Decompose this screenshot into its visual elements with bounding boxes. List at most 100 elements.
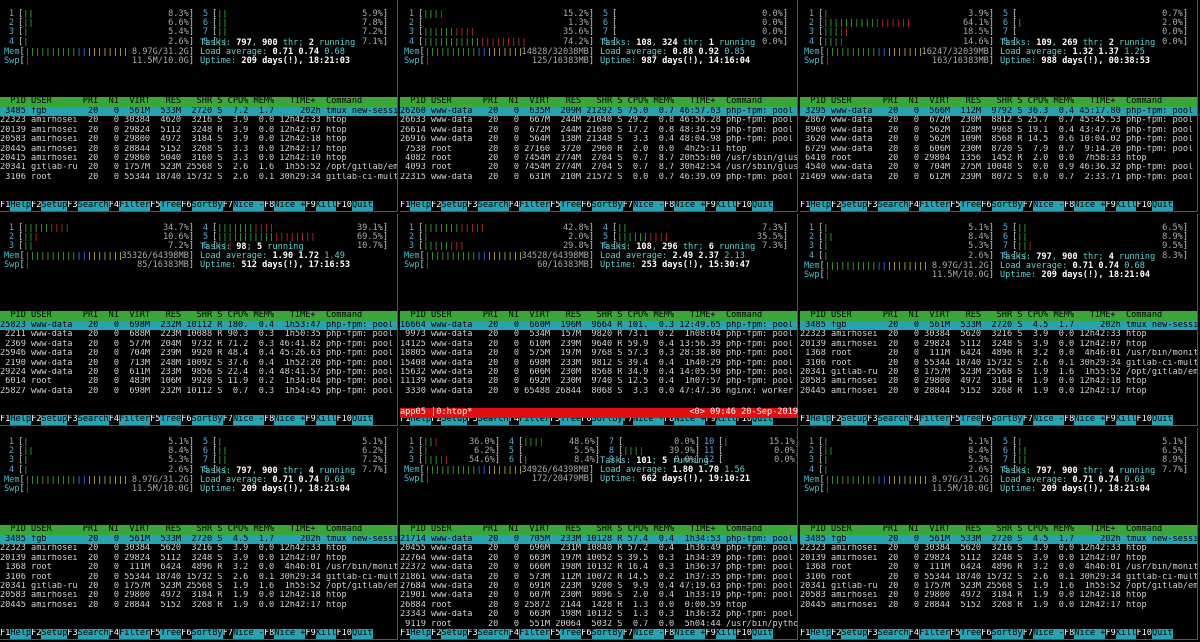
process-row[interactable]: 1368 root 20 0 111M 6424 4896 R 3.2 0.0 … [800, 349, 1198, 359]
process-row[interactable]: 26633 www-data 20 0 667M 244M 21040 S 29… [400, 116, 798, 126]
fkey-label[interactable]: Filter [519, 629, 551, 639]
fkey-label[interactable]: Filter [519, 415, 551, 425]
fkey-f8[interactable]: F8 [1063, 201, 1075, 211]
fkey-f1[interactable]: F1 [0, 201, 11, 211]
fkey-label[interactable]: Tree [960, 415, 982, 425]
fkey-label[interactable]: Nice - [632, 201, 664, 211]
fkey-label[interactable]: Help [10, 201, 32, 211]
fkey-f7[interactable]: F7 [1022, 201, 1033, 211]
fkey-label[interactable]: Tree [160, 415, 182, 425]
fkey-f2[interactable]: F2 [831, 415, 842, 425]
fkey-f4[interactable]: F4 [908, 415, 920, 425]
fkey-f4[interactable]: F4 [108, 415, 120, 425]
fkey-f10[interactable]: F10 [736, 629, 752, 639]
process-row[interactable]: 25827 www-data 20 0 698M 232M 10112 S 0.… [0, 386, 398, 396]
fkey-label[interactable]: Nice + [274, 415, 306, 425]
fkey-label[interactable]: Quit [351, 201, 373, 211]
fkey-label[interactable]: SortBy [991, 415, 1023, 425]
fkey-label[interactable]: SortBy [191, 201, 223, 211]
fkey-f10[interactable]: F10 [736, 415, 752, 425]
fkey-f3[interactable]: F3 [467, 415, 478, 425]
fkey-label[interactable]: Tree [560, 201, 582, 211]
htop-pane[interactable]: 1[||||||| ||||| 42.8%] 2[| 2.0%] 3[||||| |||… [400, 214, 798, 426]
fkey-f1[interactable]: F1 [800, 415, 811, 425]
process-row[interactable]: 20445 amirhosei 20 0 28844 5152 3268 S 3… [0, 144, 347, 154]
fkey-label[interactable]: Filter [919, 415, 951, 425]
process-row[interactable]: 3485 fgb 20 0 561M 533M 2720 S 4.5 1.7 2… [800, 321, 1198, 331]
fkey-label[interactable]: Filter [519, 201, 551, 211]
fkey-f9[interactable]: F9 [1105, 415, 1116, 425]
fkey-label[interactable]: Search [477, 629, 509, 639]
fkey-f8[interactable]: F8 [263, 415, 275, 425]
process-row[interactable]: 6014 root 20 0 483M 106M 9920 S 11.9 0.2… [0, 377, 398, 387]
fkey-f2[interactable]: F2 [31, 415, 42, 425]
fkey-f1[interactable]: F1 [400, 201, 411, 211]
htop-pane[interactable]: 1[| 5.1%] 2[|| 8.4%] 3[| 5.3%] 4[| 2.6%] 5[|… [800, 214, 1198, 426]
process-row[interactable]: 23343 www-data 20 0 663M 198M 10132 S 1.… [400, 610, 798, 620]
process-row[interactable]: 25823 www-data 20 0 698M 232M 10112 R 18… [0, 321, 398, 331]
fkey-f2[interactable]: F2 [431, 629, 442, 639]
process-row[interactable]: 20583 amirhosei 20 0 29800 4972 3184 R 1… [800, 591, 1147, 601]
fkey-f3[interactable]: F3 [867, 415, 878, 425]
fkey-label[interactable]: Help [410, 629, 432, 639]
fkey-f1[interactable]: F1 [0, 629, 11, 639]
fkey-f8[interactable]: F8 [1063, 415, 1075, 425]
fkey-f6[interactable]: F6 [981, 415, 992, 425]
fkey-f10[interactable]: F10 [736, 201, 752, 211]
process-row[interactable]: 21861 www-data 20 0 573M 112M 10072 R 14… [400, 572, 798, 582]
fkey-label[interactable]: Quit [351, 629, 373, 639]
fkey-label[interactable]: Quit [751, 415, 773, 425]
fkey-label[interactable]: Nice + [274, 629, 306, 639]
fkey-label[interactable]: SortBy [191, 629, 223, 639]
fkey-label[interactable]: Filter [919, 629, 951, 639]
fkey-label[interactable]: Tree [960, 629, 982, 639]
fkey-label[interactable]: Nice - [632, 415, 664, 425]
fkey-label[interactable]: Help [10, 629, 32, 639]
process-row[interactable]: 22372 www-data 20 0 666M 198M 10132 R 16… [400, 563, 798, 573]
fkey-label[interactable]: Setup [441, 201, 468, 211]
fkey-f10[interactable]: F10 [336, 629, 352, 639]
fkey-f7[interactable]: F7 [622, 415, 633, 425]
fkey-label[interactable]: Nice + [674, 415, 706, 425]
fkey-label[interactable]: Filter [919, 201, 951, 211]
fkey-label[interactable]: Nice - [232, 201, 264, 211]
fkey-label[interactable]: Nice - [1032, 415, 1064, 425]
fkey-f8[interactable]: F8 [1063, 629, 1075, 639]
process-row[interactable]: 20583 amirhosei 20 0 29800 4972 3184 R 1… [0, 591, 347, 601]
process-row[interactable]: 25946 www-data 20 0 704M 239M 9920 R 48.… [0, 349, 398, 359]
fkey-label[interactable]: Setup [441, 629, 468, 639]
process-row[interactable]: 20341 gitlab-ru 20 0 1757M 523M 25568 S … [800, 581, 1198, 591]
fkey-label[interactable]: Nice - [232, 415, 264, 425]
fkey-label[interactable]: Tree [560, 415, 582, 425]
fkey-f6[interactable]: F6 [981, 629, 992, 639]
fkey-label[interactable]: Quit [1151, 629, 1173, 639]
fkey-f3[interactable]: F3 [67, 201, 78, 211]
fkey-label[interactable]: Kill [315, 415, 337, 425]
htop-pane[interactable]: 1[| 3.9%] 2[|||||||||| ||||||| 64.1%] 3[|||… [800, 0, 1198, 212]
process-header[interactable]: PID USER PRI NI VIRT RES SHR S CPU% MEM%… [400, 311, 797, 321]
process-row[interactable]: 16664 www-data 20 0 660M 196M 9664 R 101… [400, 321, 798, 331]
process-row[interactable]: 2190 www-data 20 0 713M 248M 10092 S 37.… [0, 358, 398, 368]
process-row[interactable]: 21469 www-data 20 0 612M 239M 8072 S 0.0… [800, 172, 1198, 182]
fkey-f3[interactable]: F3 [867, 629, 878, 639]
fkey-f7[interactable]: F7 [622, 201, 633, 211]
fkey-label[interactable]: SortBy [991, 629, 1023, 639]
fkey-label[interactable]: Quit [1151, 201, 1173, 211]
fkey-f9[interactable]: F9 [305, 629, 316, 639]
fkey-label[interactable]: Nice + [274, 201, 306, 211]
process-row[interactable]: 4540 www-data 20 0 704M 275M 10048 S 0.0… [800, 163, 1198, 173]
fkey-label[interactable]: Search [77, 629, 109, 639]
fkey-label[interactable]: Kill [315, 201, 337, 211]
fkey-label[interactable]: Tree [160, 201, 182, 211]
fkey-f1[interactable]: F1 [800, 201, 811, 211]
process-header[interactable]: PID USER PRI NI VIRT RES SHR S CPU% MEM%… [400, 97, 797, 107]
process-row[interactable]: 3485 fgb 20 0 561M 533M 2720 S 7.2 1.7 2… [0, 107, 398, 117]
process-row[interactable]: 21714 www-data 20 0 705M 233M 10128 R 57… [400, 535, 798, 545]
fkey-f8[interactable]: F8 [663, 629, 675, 639]
fkey-f10[interactable]: F10 [1136, 415, 1152, 425]
htop-pane[interactable]: 1[| 5.1%] 2[|| 8.4%] 3[| 5.3%] 4[| 2.6%] 5[|… [0, 428, 398, 640]
fkey-label[interactable]: Search [77, 415, 109, 425]
fkey-label[interactable]: Kill [1115, 629, 1137, 639]
process-row[interactable]: 20445 amirhosei 20 0 28844 5152 3268 R 1… [800, 386, 1147, 396]
htop-pane[interactable]: 1[||| | 15.2%] 2[ 1.3%] 3[|||||| |||| 35.6%]… [400, 0, 798, 212]
